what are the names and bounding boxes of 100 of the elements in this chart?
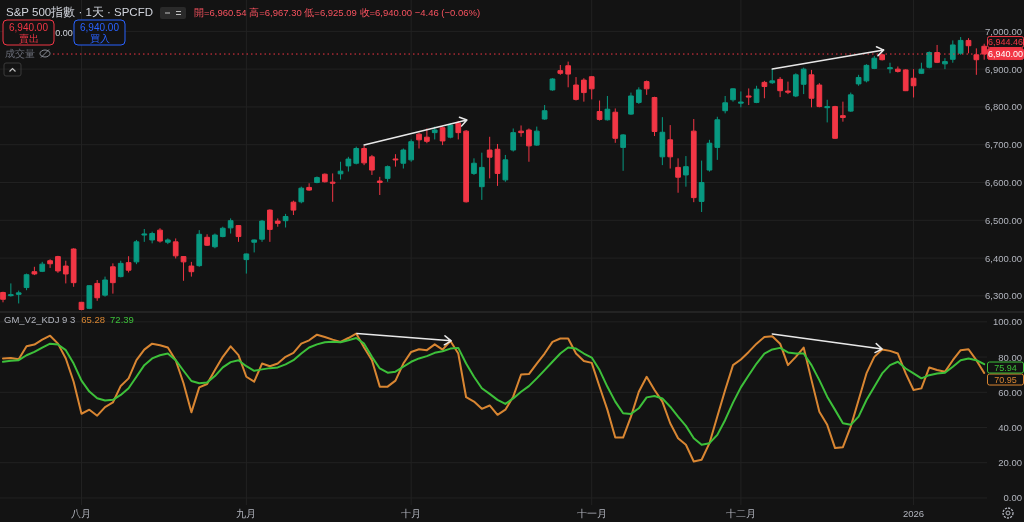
candlestick (596, 100, 603, 122)
y-tick-label: 20.00 (998, 457, 1022, 469)
ref-line-label: 6,940.00 (987, 49, 1024, 60)
annotation: 0.00 (55, 28, 73, 38)
candlestick (620, 133, 626, 172)
candlestick (526, 127, 532, 163)
candlestick (902, 68, 909, 92)
chart-title: GM_V2_KDJ 9 3 (4, 314, 76, 325)
candlestick (549, 77, 556, 92)
candlestick (581, 77, 587, 103)
candlestick (196, 229, 203, 268)
text: S&P 500指數 · 1天 · SPCFD (6, 6, 153, 18)
candlestick (251, 239, 258, 253)
annotation: 買入 (89, 32, 110, 44)
candlestick (494, 143, 501, 187)
candlestick (612, 107, 619, 144)
y-tick-label: 6,500.00 (985, 214, 1022, 226)
candlestick (384, 165, 391, 183)
y-tick-label: 6,700.00 (985, 139, 1022, 151)
candlestick (282, 213, 289, 228)
x-tick-label: 2026 (902, 507, 925, 519)
candlestick (840, 101, 846, 123)
candlestick (86, 284, 93, 310)
y-tick-label: 60.00 (998, 386, 1022, 398)
candlestick (533, 126, 540, 147)
candlestick (219, 226, 226, 238)
x-tick-label: 十一月 (576, 507, 607, 519)
candlestick (55, 255, 61, 274)
candlestick (478, 152, 485, 201)
candlestick (761, 80, 768, 99)
x-tick-label: 十月 (401, 507, 422, 519)
candlestick (887, 62, 893, 74)
candlestick (235, 224, 242, 243)
candlestick (541, 104, 548, 121)
candlestick (690, 118, 697, 203)
candlestick (392, 153, 399, 168)
candlestick (635, 86, 642, 105)
candlestick (204, 233, 210, 247)
candlestick (70, 247, 77, 288)
candlestick (227, 217, 234, 235)
y-tick-label: 6,900.00 (985, 63, 1022, 75)
candlestick (722, 95, 729, 114)
candlestick (400, 148, 407, 170)
candlestick (416, 132, 422, 150)
text: 開=6,960.54 高=6,967.30 低=6,925.09 收=6,940.00 −4.46 (−0.06%) (194, 7, 481, 18)
candlestick (298, 186, 305, 204)
text: 6,944.46 (987, 37, 1024, 48)
candlestick (321, 172, 328, 184)
candlestick (31, 266, 38, 276)
candlestick (15, 290, 22, 304)
candlestick (78, 301, 85, 311)
candlestick (824, 99, 831, 123)
candlestick (353, 146, 360, 165)
candlestick (471, 157, 477, 176)
candlestick (871, 55, 878, 70)
candlestick (730, 87, 736, 103)
candlestick (62, 260, 69, 284)
candlestick (463, 129, 469, 204)
candlestick (785, 81, 791, 95)
candlestick (369, 154, 375, 176)
candlestick (777, 76, 783, 98)
candlestick (376, 176, 383, 196)
candlestick (604, 95, 611, 122)
candlestick (172, 237, 179, 259)
candlestick (792, 72, 799, 98)
candlestick (290, 200, 297, 216)
candlestick (274, 217, 281, 228)
data-label: 70.95 (994, 374, 1017, 385)
line-series (2, 337, 986, 446)
candlestick (706, 139, 713, 173)
candlestick (243, 253, 250, 275)
y-tick-label: 6,600.00 (985, 177, 1022, 189)
candlestick (643, 79, 650, 96)
candlestick (447, 122, 454, 139)
candlestick (212, 233, 218, 249)
candlestick (753, 85, 760, 104)
y-tick-label: 7,000.00 (985, 25, 1022, 37)
candlestick (683, 155, 689, 188)
candlestick (957, 36, 964, 56)
annotation: 6,940.00 (80, 21, 120, 33)
x-tick-label: 八月 (71, 507, 92, 519)
candlestick (918, 62, 925, 75)
x-tick-label: 九月 (236, 507, 257, 519)
candlestick (47, 258, 53, 269)
candlestick (588, 75, 595, 100)
candlestick (314, 175, 320, 184)
candlestick (745, 87, 752, 106)
candlestick (832, 105, 838, 140)
candlestick (847, 92, 854, 113)
candlestick (439, 126, 446, 146)
candlestick (180, 255, 187, 282)
candlestick (910, 68, 917, 98)
candlestick (361, 145, 367, 166)
candlestick (267, 208, 273, 243)
annotation: 65.28 (81, 314, 106, 325)
candlestick (510, 127, 517, 153)
candlestick (769, 68, 776, 85)
candlestick (714, 116, 721, 161)
candlestick (698, 160, 705, 213)
candlestick (110, 262, 116, 295)
